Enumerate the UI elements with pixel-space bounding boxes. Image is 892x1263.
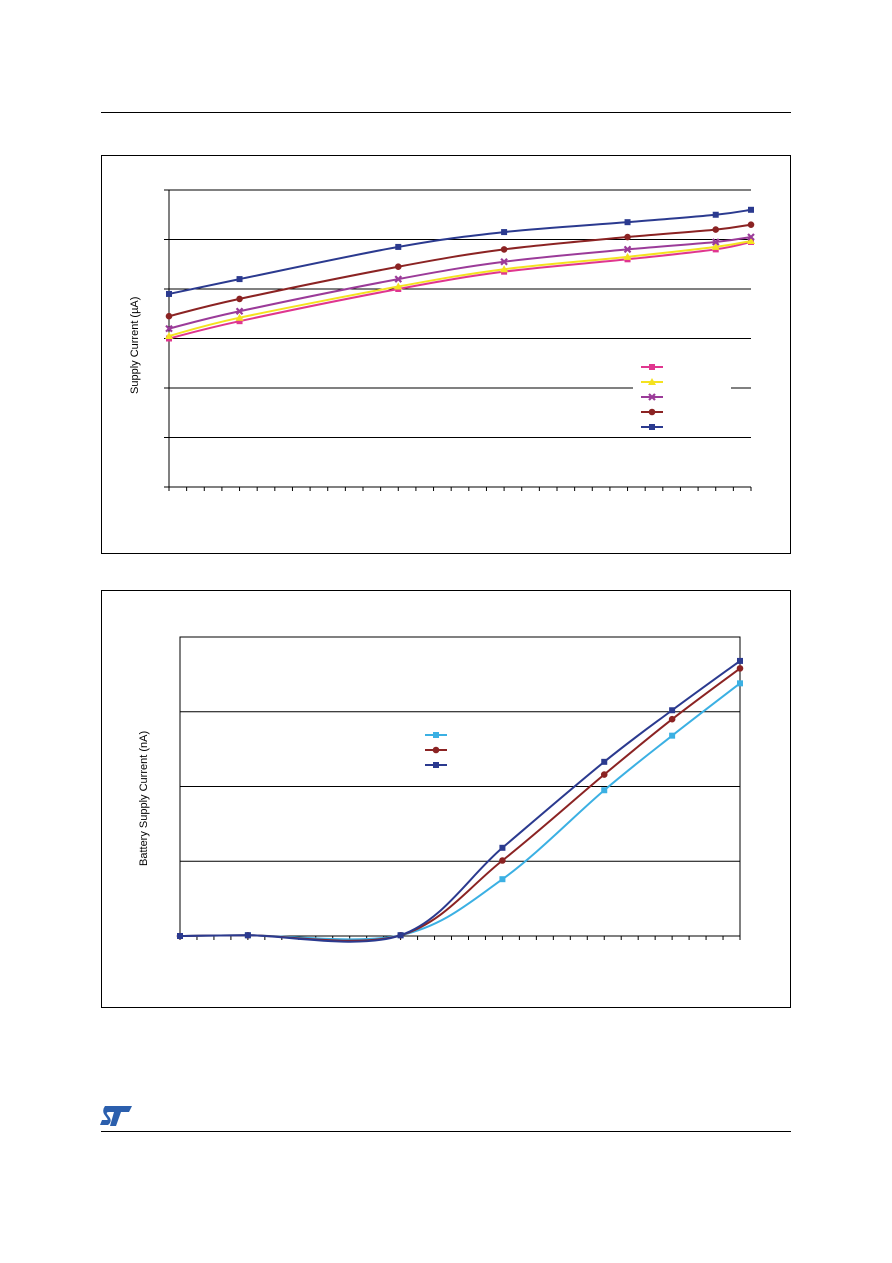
legend-swatch-marker [649, 424, 655, 430]
series-1-point [737, 680, 743, 687]
series-5-point [395, 243, 402, 250]
series-4-point [747, 221, 755, 228]
series-2-point [235, 313, 244, 321]
supply-current-chart [164, 189, 755, 491]
series-3-point [669, 707, 676, 714]
legend-swatch-marker [648, 408, 656, 416]
series-2-line [179, 667, 741, 942]
series-3-point [623, 245, 632, 254]
legend-swatch-marker [433, 732, 439, 738]
series-2-point [394, 282, 403, 290]
series-1-point [669, 732, 676, 739]
series-3-point [500, 257, 508, 266]
series-2-line [168, 239, 752, 337]
series-1-point [601, 787, 608, 794]
series-5-point [166, 290, 172, 297]
legend-swatch-marker [648, 393, 656, 401]
series-5-point [748, 206, 754, 213]
series-3-point [235, 307, 244, 316]
series-5-point [712, 211, 719, 218]
st-logo [100, 1106, 132, 1126]
plot-frame [179, 636, 741, 937]
legend-box [633, 357, 731, 433]
legend-swatch-marker [432, 746, 440, 754]
series-4-line [168, 223, 752, 318]
series-2-point [747, 236, 755, 244]
series-3-point [177, 933, 183, 939]
series-1-point [499, 876, 506, 883]
series-2-point [668, 715, 676, 723]
series-5-point [501, 229, 508, 236]
series-3-point [394, 275, 403, 283]
series-3-point [747, 233, 755, 241]
chart1-y-axis-label: Supply Current (µA) [129, 296, 141, 394]
series-4-point [712, 226, 720, 233]
series-5-point [236, 276, 243, 283]
series-3-point [737, 657, 743, 664]
series-3-point [244, 932, 251, 939]
series-4-point [500, 246, 508, 253]
series-4-point [394, 263, 402, 271]
series-2-point [500, 265, 509, 273]
header-rule [101, 112, 791, 113]
series-2-point [499, 857, 506, 864]
series-3-point [397, 932, 404, 939]
series-4-point [236, 295, 243, 303]
series-2-point [165, 332, 173, 340]
series-3-point [711, 238, 720, 246]
series-4-point [165, 312, 173, 320]
series-2-point [736, 665, 744, 672]
legend-swatch-marker [649, 364, 655, 370]
series-5-line [168, 208, 752, 295]
series-3-line [168, 236, 752, 330]
supply-current-chart-panel: Supply Current (µA) [101, 155, 791, 554]
series-1-point [236, 318, 243, 325]
series-2-point [711, 242, 720, 250]
series-2-point [600, 771, 608, 778]
series-5-point [624, 219, 631, 226]
series-1-line [168, 240, 752, 340]
battery-supply-current-chart-panel: Battery Supply Current (nA) [101, 590, 791, 1008]
legend-swatch-marker [648, 378, 656, 385]
series-2-point [623, 252, 632, 260]
series-4-point [624, 233, 631, 241]
series-3-point [499, 844, 506, 851]
legend-swatch-marker [433, 762, 439, 768]
chart2-y-axis-label: Battery Supply Current (nA) [138, 730, 150, 866]
series-3-point [601, 758, 608, 765]
series-3-point [165, 324, 173, 333]
battery-supply-current-chart [176, 636, 744, 943]
footer-rule [101, 1131, 791, 1132]
